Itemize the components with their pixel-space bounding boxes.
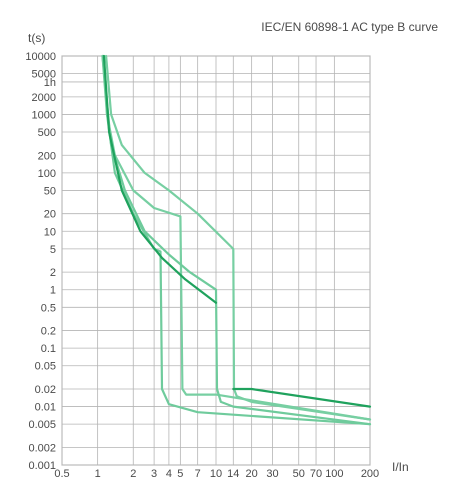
x-tick-label: 200 — [361, 468, 379, 480]
y-tick-label: 1h — [44, 77, 56, 89]
x-tick-label: 1 — [95, 468, 101, 480]
y-tick-label: 5 — [50, 244, 56, 256]
x-tick-label: 70 — [310, 468, 322, 480]
y-tick-label: 0.05 — [35, 361, 56, 373]
y-tick-label: 200 — [38, 150, 56, 162]
x-tick-label: 20 — [246, 468, 258, 480]
x-tick-label: 7 — [195, 468, 201, 480]
y-tick-label: 0.2 — [41, 326, 56, 338]
x-axis-label: I/In — [392, 460, 409, 474]
curve-line — [105, 54, 372, 421]
y-tick-label: 0.1 — [41, 343, 56, 355]
x-tick-label: 2 — [130, 468, 136, 480]
y-tick-label: 20 — [44, 209, 56, 221]
curve-line — [101, 54, 372, 426]
x-tick-label: 50 — [293, 468, 305, 480]
curve-line — [102, 54, 372, 421]
x-tick-label: 14 — [227, 468, 239, 480]
y-tick-label: 10 — [44, 226, 56, 238]
y-tick-label: 10000 — [25, 51, 56, 63]
y-tick-label: 100 — [38, 168, 56, 180]
y-tick-label: 0.001 — [28, 460, 56, 472]
y-tick-label: 0.01 — [35, 402, 56, 414]
x-tick-label: 30 — [266, 468, 278, 480]
curve-line — [232, 387, 372, 408]
x-tick-label: 10 — [210, 468, 222, 480]
x-tick-labels: 0.5 1 2 3 4 5 7 10 14 20 30 50 70 100 200 — [54, 468, 379, 480]
curve-line — [102, 54, 218, 304]
y-axis-label: t(s) — [28, 31, 45, 45]
chart-grid — [61, 55, 371, 466]
y-tick-label: 500 — [38, 127, 56, 139]
x-tick-label: 4 — [166, 468, 172, 480]
curves — [101, 54, 372, 426]
y-tick-label: 2000 — [32, 92, 56, 104]
y-tick-label: 1 — [50, 285, 56, 297]
chart-title: IEC/EN 60898-1 AC type B curve — [261, 20, 438, 34]
curve-line — [101, 54, 372, 426]
x-tick-label: 100 — [325, 468, 343, 480]
x-tick-label: 3 — [151, 468, 157, 480]
y-tick-label: 0.002 — [28, 442, 56, 454]
x-tick-label: 0.5 — [54, 468, 69, 480]
y-tick-label: 2 — [50, 267, 56, 279]
y-tick-label: 0.005 — [28, 419, 56, 431]
y-tick-label: 1000 — [32, 109, 56, 121]
y-tick-label: 50 — [44, 185, 56, 197]
y-tick-label: 0.5 — [41, 302, 56, 314]
y-tick-label: 0.02 — [35, 384, 56, 396]
x-tick-label: 5 — [177, 468, 183, 480]
y-tick-label: 5000 — [32, 69, 56, 81]
